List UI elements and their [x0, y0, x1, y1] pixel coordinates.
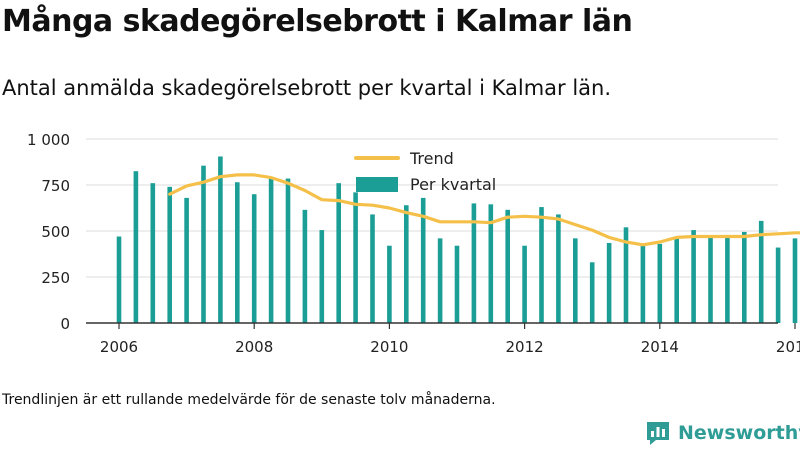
- legend-label-per-kvartal: Per kvartal: [410, 175, 496, 194]
- bar: [471, 203, 477, 323]
- x-tick-label: 2014: [641, 338, 679, 356]
- bar: [133, 171, 139, 323]
- bar: [742, 231, 747, 323]
- legend-item-trend: Trend: [354, 149, 454, 168]
- bar: [370, 214, 375, 323]
- bar: [420, 197, 426, 323]
- brand-name: Newsworthy: [678, 422, 800, 444]
- bar: [454, 245, 460, 323]
- bar: [606, 242, 612, 323]
- bar: [235, 182, 240, 323]
- chart-title: Många skadegörelsebrott i Kalmar län: [2, 4, 633, 39]
- bar: [775, 247, 781, 323]
- bar: [268, 177, 274, 323]
- y-axis-ticks: 0 250 500 750 1 000: [27, 131, 70, 333]
- bar: [404, 205, 409, 323]
- bar: [522, 245, 527, 323]
- bar: [708, 236, 713, 323]
- bar: [691, 230, 696, 323]
- brand[interactable]: Newsworthy: [644, 418, 800, 448]
- bar: [150, 183, 156, 323]
- bar: [589, 262, 595, 323]
- bar: [167, 186, 172, 323]
- y-tick-label: 1 000: [27, 131, 70, 149]
- trend-line: [168, 173, 800, 247]
- legend-label-trend: Trend: [409, 149, 454, 168]
- legend: Trend Per kvartal: [354, 149, 496, 194]
- x-tick-label: 2008: [235, 338, 273, 356]
- y-tick-label: 500: [41, 223, 70, 241]
- y-tick-label: 750: [41, 177, 70, 195]
- x-tick-label: 2016: [776, 338, 800, 356]
- bar: [353, 192, 358, 323]
- bar-chart-bubble-icon: [647, 422, 669, 445]
- bar: [505, 209, 510, 323]
- chart: 0 250 500 750 1 000 2006 2008 2010 2012 2014 2016…: [27, 131, 800, 356]
- legend-item-per-kvartal: Per kvartal: [356, 175, 496, 194]
- bar: [792, 238, 798, 323]
- bar: [302, 209, 308, 323]
- x-tick-label: 2006: [100, 338, 138, 356]
- bar: [725, 237, 730, 323]
- bar: [218, 156, 223, 323]
- x-tick-label: 2012: [506, 338, 544, 356]
- bar: [623, 227, 629, 323]
- bar: [201, 165, 206, 323]
- bar: [657, 243, 663, 323]
- footnote: Trendlinjen är ett rullande medelvärde f…: [2, 392, 496, 408]
- bar: [387, 245, 392, 323]
- bar: [573, 238, 578, 323]
- chart-subtitle: Antal anmälda skadegörelsebrott per kvar…: [2, 76, 612, 100]
- trend-series-line: [168, 173, 800, 247]
- bar: [336, 183, 341, 323]
- bar: [285, 178, 291, 323]
- bar: [758, 220, 764, 323]
- x-axis: 2006200820102012201420162018202020222024: [86, 322, 800, 356]
- bar: [539, 207, 544, 323]
- y-tick-label: 250: [41, 269, 70, 287]
- legend-swatch-bar: [356, 177, 398, 192]
- bar: [251, 194, 257, 323]
- x-tick-label: 2010: [370, 338, 408, 356]
- bar: [319, 230, 325, 323]
- bar: [556, 214, 561, 323]
- bar: [674, 236, 679, 323]
- bar: [184, 197, 189, 323]
- y-tick-label: 0: [60, 315, 70, 333]
- bar: [437, 238, 443, 323]
- bar: [488, 204, 494, 323]
- bar: [640, 243, 646, 323]
- bars: [116, 156, 798, 323]
- bar: [116, 236, 122, 323]
